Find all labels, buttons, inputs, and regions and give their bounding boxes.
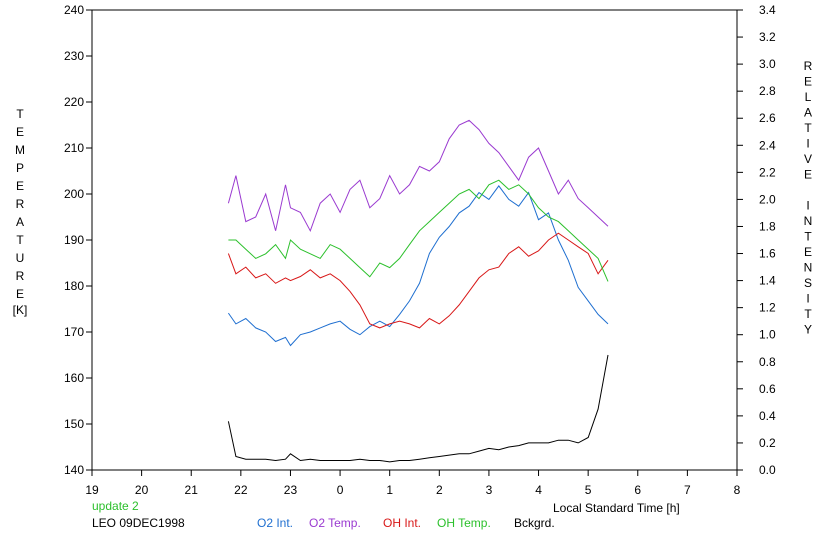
right-tick-label: 1.6 bbox=[759, 247, 776, 261]
x-tick-label: 23 bbox=[284, 483, 298, 497]
right-axis-label-char: T bbox=[804, 230, 812, 244]
right-tick-label: 0.2 bbox=[759, 436, 776, 450]
right-axis-label-char: S bbox=[804, 276, 812, 290]
left-axis-label-char: E bbox=[16, 287, 24, 301]
right-axis-label-char: R bbox=[804, 59, 813, 73]
left-axis-unit: [K] bbox=[13, 303, 28, 317]
right-tick-label: 1.0 bbox=[759, 328, 776, 342]
right-axis-label-char: Y bbox=[804, 323, 812, 337]
update-text: update 2 bbox=[92, 499, 139, 513]
x-tick-label: 7 bbox=[684, 483, 691, 497]
left-tick-label: 160 bbox=[64, 371, 84, 385]
right-tick-label: 0.6 bbox=[759, 382, 776, 396]
right-tick-label: 2.0 bbox=[759, 192, 776, 206]
legend-entry: OH Temp. bbox=[437, 516, 491, 530]
left-axis-label-char: R bbox=[16, 197, 25, 211]
right-axis-label-char: N bbox=[804, 261, 813, 275]
series-line bbox=[227, 354, 609, 463]
left-tick-label: 140 bbox=[64, 463, 84, 477]
left-axis-label-char: U bbox=[16, 251, 25, 265]
series-line bbox=[227, 185, 609, 347]
right-axis-label-char: T bbox=[804, 307, 812, 321]
right-axis-label-char: L bbox=[805, 90, 812, 104]
series-line bbox=[227, 119, 609, 233]
left-axis-label-char: T bbox=[16, 107, 24, 121]
x-tick-label: 3 bbox=[486, 483, 493, 497]
legend-entry: OH Int. bbox=[383, 516, 421, 530]
x-tick-label: 21 bbox=[185, 483, 199, 497]
right-axis-label-char: E bbox=[804, 168, 812, 182]
x-tick-label: 20 bbox=[135, 483, 149, 497]
legend-entry: O2 Temp. bbox=[309, 516, 361, 530]
right-tick-label: 2.2 bbox=[759, 165, 776, 179]
right-tick-label: 1.2 bbox=[759, 301, 776, 315]
right-tick-label: 0.8 bbox=[759, 355, 776, 369]
right-axis-label-char: T bbox=[804, 121, 812, 135]
left-axis-label-char: P bbox=[16, 161, 24, 175]
left-tick-label: 190 bbox=[64, 233, 84, 247]
right-tick-label: 1.4 bbox=[759, 274, 776, 288]
x-tick-label: 5 bbox=[585, 483, 592, 497]
right-tick-label: 3.0 bbox=[759, 57, 776, 71]
x-tick-label: 0 bbox=[337, 483, 344, 497]
right-axis-label-char: V bbox=[804, 152, 812, 166]
x-tick-label: 6 bbox=[634, 483, 641, 497]
left-axis-label-char: T bbox=[16, 233, 24, 247]
right-tick-label: 2.8 bbox=[759, 84, 776, 98]
right-axis-label-char: A bbox=[804, 106, 812, 120]
left-axis-label-char: M bbox=[15, 143, 25, 157]
right-axis-label-char: N bbox=[804, 214, 813, 228]
right-tick-label: 0.0 bbox=[759, 463, 776, 477]
right-axis-label-char: E bbox=[804, 75, 812, 89]
right-tick-label: 2.6 bbox=[759, 111, 776, 125]
left-tick-label: 180 bbox=[64, 279, 84, 293]
left-tick-label: 240 bbox=[64, 3, 84, 17]
x-tick-label: 22 bbox=[234, 483, 248, 497]
left-axis-label-char: A bbox=[16, 215, 24, 229]
series-lines bbox=[227, 119, 609, 463]
left-tick-label: 170 bbox=[64, 325, 84, 339]
x-tick-label: 8 bbox=[734, 483, 741, 497]
legend-entry: Bckgrd. bbox=[514, 516, 555, 530]
left-axis-label-char: R bbox=[16, 269, 25, 283]
x-tick-label: 1 bbox=[386, 483, 393, 497]
left-tick-label: 230 bbox=[64, 49, 84, 63]
right-tick-label: 0.4 bbox=[759, 409, 776, 423]
x-axis-label: Local Standard Time [h] bbox=[553, 501, 680, 515]
plot-frame bbox=[91, 9, 738, 471]
right-tick-label: 1.8 bbox=[759, 219, 776, 233]
left-axis-label-char: E bbox=[16, 125, 24, 139]
left-axis-label-char: E bbox=[16, 179, 24, 193]
right-axis-label-char: E bbox=[804, 245, 812, 259]
right-axis-label-char: I bbox=[806, 137, 809, 151]
series-line bbox=[227, 232, 609, 329]
series-line bbox=[228, 179, 609, 282]
plot-axes: 1401501601701801902002102202302400.00.20… bbox=[64, 3, 776, 497]
left-tick-label: 210 bbox=[64, 141, 84, 155]
right-axis-label-char: I bbox=[806, 292, 809, 306]
right-tick-label: 3.2 bbox=[759, 30, 776, 44]
right-tick-label: 2.4 bbox=[759, 138, 776, 152]
left-tick-label: 220 bbox=[64, 95, 84, 109]
left-tick-label: 150 bbox=[64, 417, 84, 431]
station-date-text: LEO 09DEC1998 bbox=[92, 516, 185, 530]
x-tick-label: 2 bbox=[436, 483, 443, 497]
left-tick-label: 200 bbox=[64, 187, 84, 201]
legend-entry: O2 Int. bbox=[257, 516, 293, 530]
right-axis-label-char: I bbox=[806, 199, 809, 213]
x-tick-label: 4 bbox=[535, 483, 542, 497]
x-tick-label: 19 bbox=[85, 483, 99, 497]
right-tick-label: 3.4 bbox=[759, 3, 776, 17]
legend: update 2 LEO 09DEC1998 O2 Int. O2 Temp. OH I… bbox=[92, 499, 555, 530]
